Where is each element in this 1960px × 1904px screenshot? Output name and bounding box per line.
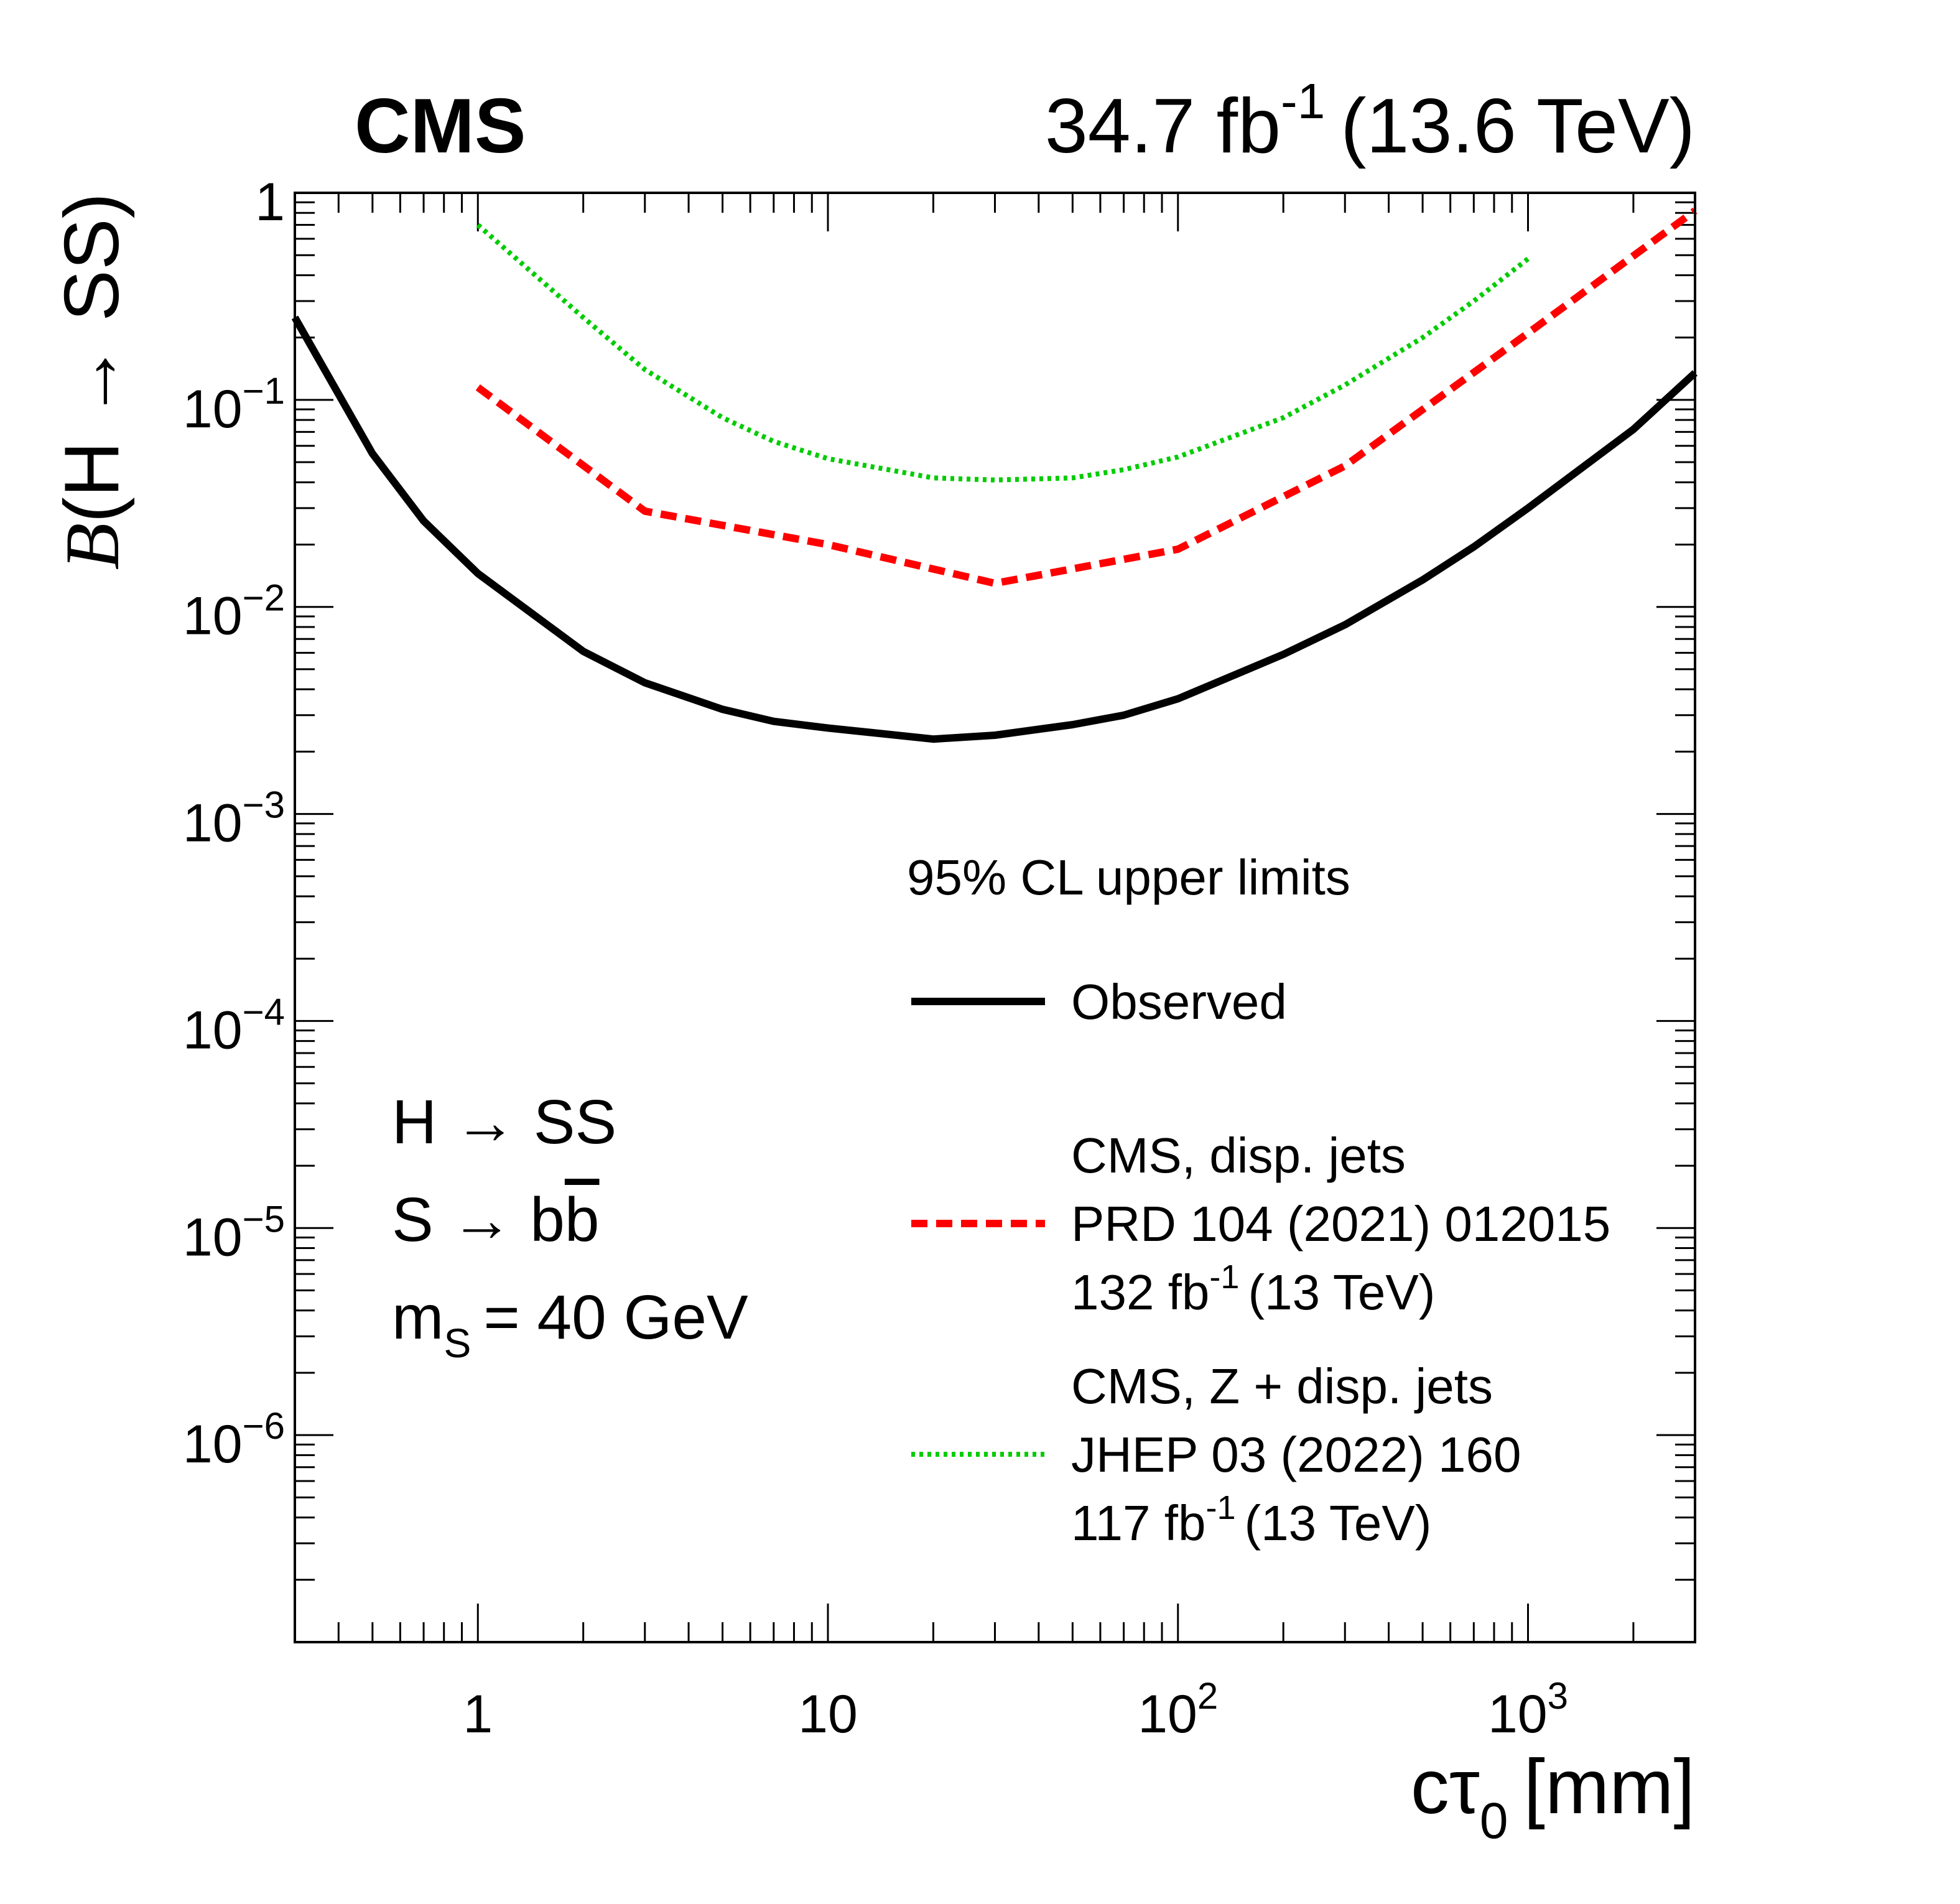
limit-curves (291, 207, 1698, 743)
x-axis-symbol: cτ (1411, 1744, 1480, 1830)
legend: 95% CL upper limits Observed CMS, disp. j… (907, 850, 1610, 1551)
series-line-2 (476, 223, 1530, 483)
x-tick-label-exponent: 2 (1197, 1675, 1218, 1717)
legend-text-exponent: -1 (1205, 1489, 1235, 1526)
x-tick-label: 103 (1488, 1675, 1568, 1744)
y-tick-label: 10−3 (183, 784, 285, 853)
legend-text-exponent: -1 (1209, 1258, 1239, 1296)
x-tick-label: 102 (1138, 1675, 1218, 1744)
y-tick-label: 1 (255, 172, 285, 232)
x-axis-title: cτ0 [mm] (1411, 1744, 1695, 1849)
legend-text-part: 117 fb (1071, 1495, 1205, 1551)
y-tick-label-exponent: −6 (243, 1405, 285, 1447)
minor-ticks (294, 193, 1696, 1642)
plot-frame (294, 192, 1696, 1643)
y-axis-title: B(H → SS) (49, 193, 135, 570)
y-tick-label: 10−6 (183, 1405, 285, 1474)
legend-header: 95% CL upper limits (907, 850, 1350, 905)
y-tick-label-base: 10 (183, 587, 243, 646)
legend-entry-text: CMS, Z + disp. jets (1071, 1358, 1493, 1414)
y-tick-label-base: 10 (183, 379, 243, 439)
mass-value: = 40 GeV (483, 1283, 748, 1352)
experiment-label: CMS (355, 83, 526, 169)
y-tick-label: 10−5 (183, 1198, 285, 1267)
y-tick-label-exponent: −3 (243, 784, 285, 826)
mass-symbol: m (392, 1283, 444, 1352)
legend-text-part: CMS, Z + disp. jets (1071, 1358, 1493, 1414)
y-tick-labels: 110−110−210−310−410−510−6 (183, 172, 285, 1474)
x-tick-label-exponent: 3 (1548, 1675, 1568, 1717)
mass-subscript: S (444, 1320, 471, 1366)
luminosity-label: 34.7 fb-1 (13.6 TeV) (1045, 73, 1695, 169)
y-tick-label: 10−4 (183, 991, 285, 1060)
series-line-1 (475, 207, 1698, 587)
legend-text-part: Observed (1071, 974, 1287, 1029)
legend-text-part: (13 TeV) (1245, 1495, 1432, 1551)
x-tick-label: 1 (463, 1684, 493, 1744)
process-line-2: S → bb (392, 1185, 600, 1255)
x-tick-label-base: 10 (1488, 1684, 1548, 1744)
legend-entry-text: CMS, disp. jets (1071, 1128, 1406, 1183)
x-tick-label: 10 (798, 1684, 858, 1744)
y-tick-label-base: 10 (183, 794, 243, 853)
process-line-1: H → SS (392, 1087, 616, 1157)
legend-entry-text: PRD 104 (2021) 012015 (1071, 1196, 1610, 1252)
legend-text-part: CMS, disp. jets (1071, 1128, 1406, 1183)
y-tick-label-exponent: −4 (243, 991, 285, 1033)
series-line-0 (291, 315, 1698, 743)
y-axis-argument: (H → SS) (49, 193, 135, 522)
y-tick-label-base: 10 (183, 1207, 243, 1267)
lumi-value: 34.7 fb (1045, 83, 1281, 169)
lumi-exponent: -1 (1281, 73, 1325, 129)
legend-text-part: 132 fb (1071, 1265, 1209, 1320)
x-tick-labels: 1 10 102 103 (463, 1675, 1568, 1744)
process-line-2-bbar: b (565, 1185, 600, 1255)
legend-entry-text: Observed (1071, 974, 1287, 1029)
mass-line: mS = 40 GeV (392, 1283, 748, 1366)
y-tick-label-base: 10 (183, 1000, 243, 1060)
x-axis-unit: [mm] (1524, 1744, 1696, 1830)
y-tick-label: 10−1 (183, 370, 285, 439)
legend-text-part: (13 TeV) (1248, 1265, 1435, 1320)
legend-entry-text: 132 fb-1 (13 TeV) (1071, 1258, 1435, 1320)
x-tick-label-base: 1 (463, 1684, 493, 1744)
legend-text-part: JHEP 03 (2022) 160 (1071, 1427, 1521, 1482)
legend-text-part: PRD 104 (2021) 012015 (1071, 1196, 1610, 1252)
y-axis-function: B (50, 522, 135, 570)
y-tick-label-exponent: −1 (243, 370, 285, 412)
x-tick-label-base: 10 (798, 1684, 858, 1744)
process-annotation: H → SS S → bb mS = 40 GeV (392, 1087, 748, 1366)
energy-label: (13.6 TeV) (1340, 83, 1695, 169)
y-tick-label: 10−2 (183, 577, 285, 646)
y-tick-label-base: 10 (183, 1414, 243, 1474)
y-tick-label-base: 1 (255, 172, 285, 232)
y-tick-label-exponent: −2 (243, 577, 285, 619)
x-axis-subscript: 0 (1480, 1793, 1508, 1849)
process-line-2-prefix: S → b (392, 1185, 565, 1255)
x-tick-label-base: 10 (1138, 1684, 1197, 1744)
y-tick-label-exponent: −5 (243, 1198, 285, 1240)
legend-entry-text: JHEP 03 (2022) 160 (1071, 1427, 1521, 1482)
legend-entry-text: 117 fb-1 (13 TeV) (1071, 1489, 1431, 1551)
